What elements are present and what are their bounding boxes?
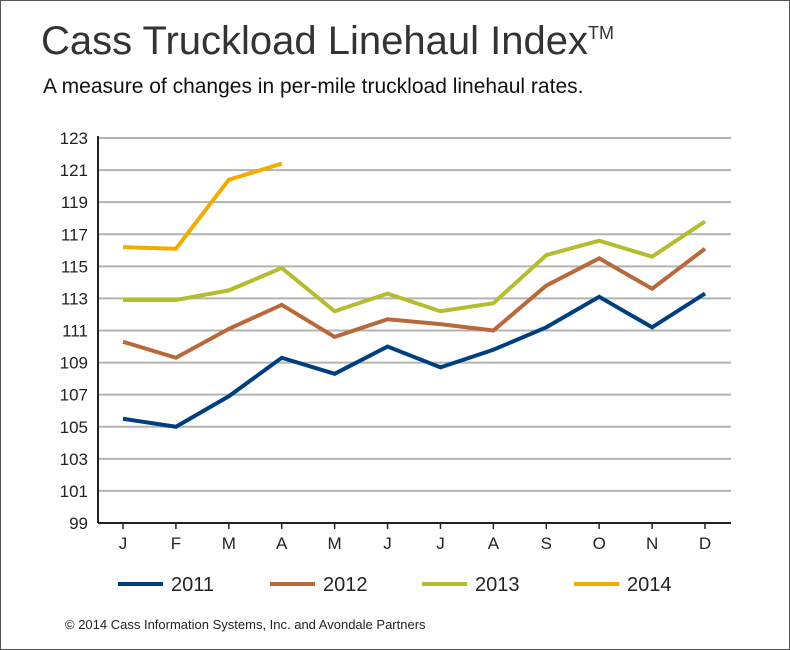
trademark: TM: [588, 23, 614, 43]
chart-title: Cass Truckload Linehaul IndexTM: [41, 19, 614, 64]
x-tick-label: M: [222, 534, 236, 553]
x-tick-label: F: [171, 534, 181, 553]
x-tick-label: M: [328, 534, 342, 553]
x-tick-label: A: [276, 534, 288, 553]
x-tick-label: A: [488, 534, 500, 553]
y-tick-label: 115: [61, 257, 88, 276]
legend-label-2011: 2011: [171, 574, 214, 596]
y-tick-label: 119: [61, 193, 88, 212]
series-line-2013: [123, 219, 707, 314]
y-tick-label: 109: [60, 354, 88, 373]
series-line-2014: [122, 161, 283, 251]
title-text: Cass Truckload Linehaul Index: [41, 19, 588, 63]
y-tick-label: 103: [60, 450, 88, 469]
y-tick-label: 123: [60, 129, 88, 148]
series-line-2012: [122, 247, 707, 360]
y-tick-label: 117: [61, 225, 88, 244]
y-tick-label: 121: [60, 161, 88, 180]
series-line-2011: [122, 291, 707, 429]
x-tick-label: O: [593, 534, 606, 553]
y-tick-label: 107: [60, 386, 88, 405]
y-tick-label: 105: [60, 418, 88, 437]
x-tick-label: N: [646, 534, 658, 553]
x-tick-label: J: [383, 534, 392, 553]
x-tick-label: J: [436, 534, 445, 553]
y-tick-label: 99: [69, 514, 88, 533]
y-tick-label: 111: [62, 322, 88, 341]
chart-subtitle: A measure of changes in per-mile trucklo…: [43, 75, 584, 98]
y-tick-label: 113: [61, 289, 88, 308]
x-tick-label: J: [119, 534, 128, 553]
legend-label-2014: 2014: [627, 574, 672, 596]
legend-label-2012: 2012: [323, 574, 368, 596]
x-tick-label: D: [699, 534, 711, 553]
x-tick-label: S: [541, 534, 552, 553]
legend-label-2013: 2013: [475, 574, 520, 596]
y-tick-label: 101: [60, 482, 88, 501]
copyright-footer: © 2014 Cass Information Systems, Inc. an…: [65, 617, 426, 632]
